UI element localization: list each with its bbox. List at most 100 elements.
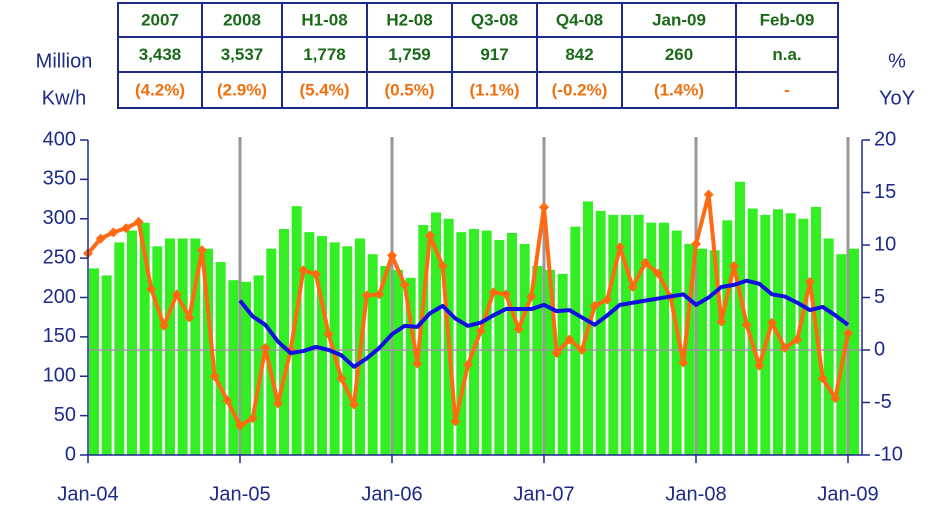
bar — [279, 228, 289, 455]
bar — [481, 230, 492, 455]
point — [640, 257, 651, 268]
point — [817, 373, 828, 384]
y2-tick-label: 20 — [874, 128, 896, 150]
point — [729, 261, 739, 271]
bar — [646, 222, 657, 455]
x-tick-label: Jan-09 — [817, 483, 878, 505]
table-value: (5.4%) — [299, 80, 349, 99]
table-cell — [735, 2, 839, 38]
bar — [836, 254, 847, 455]
point — [260, 342, 271, 353]
bar — [165, 238, 175, 455]
table-value: 3,537 — [221, 45, 264, 64]
point — [95, 233, 106, 244]
table-cell — [281, 71, 368, 109]
x-tick-label: Jan-06 — [361, 483, 422, 505]
point — [273, 398, 283, 409]
bar — [139, 222, 150, 455]
line — [238, 278, 850, 369]
point — [602, 294, 613, 305]
bar — [798, 218, 809, 455]
bar — [785, 213, 796, 455]
point — [526, 291, 537, 302]
bar — [469, 228, 479, 455]
point — [754, 360, 765, 371]
bar — [671, 230, 682, 455]
y-tick-label: 0 — [65, 443, 76, 465]
y2-label: YoY — [879, 87, 915, 109]
bar — [849, 248, 859, 455]
table-cell — [536, 2, 623, 38]
bar — [418, 225, 429, 455]
bar — [709, 250, 720, 455]
bar — [405, 277, 416, 455]
bar — [570, 226, 581, 455]
table-value: (4.2%) — [135, 80, 185, 99]
point — [235, 420, 245, 431]
bar — [380, 266, 391, 455]
point — [589, 300, 600, 311]
y-tick-label: 250 — [43, 246, 76, 268]
point — [323, 329, 334, 340]
bar — [595, 210, 606, 455]
table-header: 2007 — [141, 10, 179, 29]
table-value: 1,778 — [303, 45, 346, 64]
table-header: Jan-09 — [652, 10, 706, 29]
table-header: H2-08 — [386, 10, 432, 29]
bar — [114, 242, 125, 455]
bar — [735, 181, 745, 456]
point — [703, 189, 714, 200]
y-tick-label: 50 — [54, 404, 76, 426]
x-tick-label: Jan-07 — [513, 483, 574, 505]
bar — [532, 266, 543, 455]
table-cell — [536, 36, 623, 73]
table-cell — [621, 36, 737, 73]
point — [615, 242, 625, 253]
point — [171, 289, 182, 300]
table-value: 260 — [665, 45, 693, 64]
bar — [494, 240, 505, 455]
y2-tick-label: -5 — [874, 391, 892, 413]
table-cell — [621, 2, 737, 38]
table-value: (0.5%) — [384, 80, 434, 99]
table-value: 3,438 — [139, 45, 182, 64]
bar — [608, 214, 619, 455]
point — [792, 334, 803, 345]
point — [805, 276, 815, 287]
point — [361, 290, 372, 301]
bar — [507, 232, 517, 455]
y2-tick-label: 0 — [874, 338, 885, 360]
table-header: Q4-08 — [556, 10, 603, 29]
point — [450, 416, 461, 427]
table-cell — [735, 36, 839, 73]
point — [159, 320, 169, 331]
bar — [747, 208, 758, 455]
bar — [190, 238, 201, 455]
point — [513, 324, 524, 334]
table-header: 2008 — [223, 10, 261, 29]
table-cell — [366, 71, 453, 109]
point — [475, 326, 486, 337]
point — [197, 245, 207, 256]
bar — [241, 281, 251, 455]
bar — [823, 238, 834, 455]
bar — [557, 273, 568, 455]
point — [387, 250, 397, 261]
table-header: Feb-09 — [760, 10, 815, 29]
bar — [89, 268, 99, 455]
y-label: Kw/h — [42, 87, 86, 109]
y-tick-label: 200 — [43, 286, 76, 308]
bar — [722, 220, 733, 455]
bar — [456, 232, 467, 455]
point — [830, 393, 841, 404]
x-tick-label: Jan-05 — [209, 483, 270, 505]
point — [716, 316, 727, 327]
bar — [215, 262, 226, 455]
table-value: (2.9%) — [217, 80, 267, 99]
point — [577, 345, 587, 355]
point — [501, 289, 511, 300]
y-tick-label: 300 — [43, 207, 76, 229]
y-tick-label: 400 — [43, 128, 76, 150]
table-value: (1.4%) — [654, 80, 704, 99]
